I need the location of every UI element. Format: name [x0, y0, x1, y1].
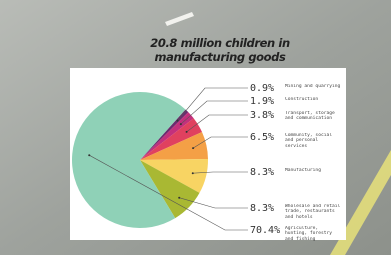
legend-label: Transport, storage and communication: [285, 111, 343, 122]
leader-dot: [178, 197, 180, 199]
chart-title: 20.8 million children in manufacturing g…: [120, 36, 320, 64]
legend-box: Community, social and personal services: [285, 133, 343, 153]
value-label: 8.3%: [250, 167, 274, 178]
value-label: 8.3%: [250, 203, 274, 214]
leader-dot: [177, 120, 179, 122]
leader-dot: [180, 123, 182, 125]
chart: 20.8 million children in manufacturing g…: [0, 0, 391, 255]
leader-dot: [192, 172, 194, 174]
value-label: 0.9%: [250, 83, 274, 94]
legend-label: Manufacturing: [285, 168, 343, 173]
legend-box: Manufacturing: [285, 168, 343, 188]
value-label: 70.4%: [250, 225, 280, 236]
value-label: 1.9%: [250, 96, 274, 107]
legend-label: Construction: [285, 97, 343, 102]
title-box: 20.8 million children in manufacturing g…: [120, 36, 320, 68]
legend-label: Wholesale and retail trade, restaurants …: [285, 204, 343, 220]
leader-dot: [186, 131, 188, 133]
leader-dot: [88, 154, 90, 156]
legend-box: Wholesale and retail trade, restaurants …: [285, 204, 343, 224]
legend-box: Transport, storage and communication: [285, 111, 343, 131]
leader-dot: [192, 147, 194, 149]
legend-label: Mining and quarrying: [285, 84, 343, 89]
legend-box: Agriculture, hunting, forestry and fishi…: [285, 226, 343, 246]
value-label: 6.5%: [250, 132, 274, 143]
value-label: 3.8%: [250, 110, 274, 121]
legend-label: Agriculture, hunting, forestry and fishi…: [285, 226, 343, 242]
legend-label: Community, social and personal services: [285, 133, 343, 149]
